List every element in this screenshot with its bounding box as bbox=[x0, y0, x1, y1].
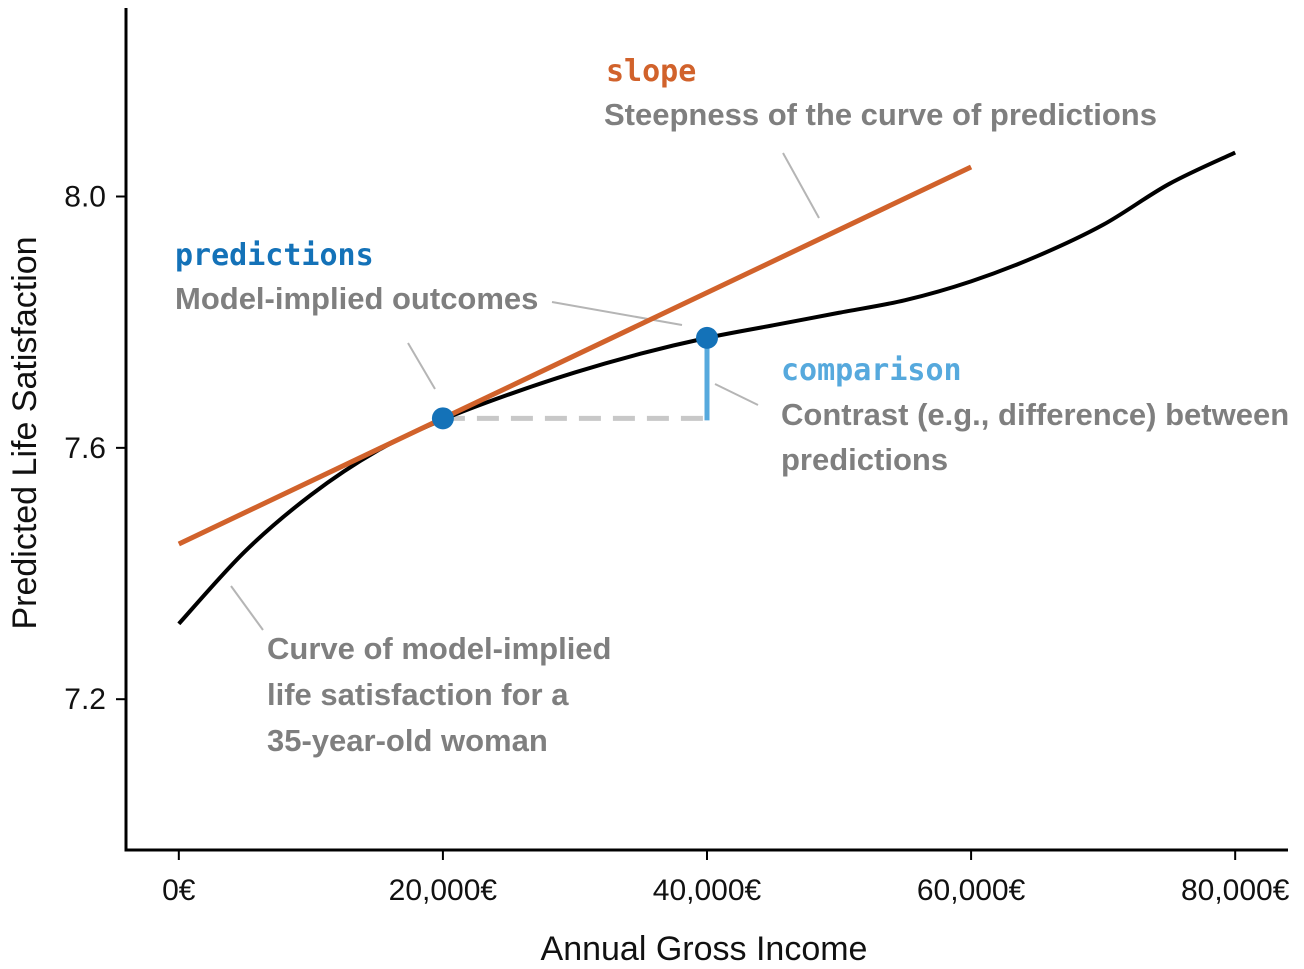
x-tick-label: 80,000€ bbox=[1181, 874, 1290, 907]
x-tick-label: 60,000€ bbox=[917, 874, 1026, 907]
y-tick-label: 7.6 bbox=[64, 432, 106, 465]
leader-lines bbox=[230, 152, 820, 631]
x-tick-label: 0€ bbox=[162, 874, 196, 907]
curve-description-line-2: life satisfaction for a bbox=[267, 677, 569, 712]
comparison-description-line-1: Contrast (e.g., difference) between bbox=[781, 397, 1289, 432]
prediction-20000-point bbox=[431, 407, 454, 430]
comparison-leader-line bbox=[714, 383, 759, 406]
curve-leader-line bbox=[230, 585, 264, 631]
prediction-points bbox=[431, 326, 718, 430]
predictions-leader-line bbox=[407, 342, 436, 390]
x-tick-label: 40,000€ bbox=[653, 874, 762, 907]
comparison-description-line-2: predictions bbox=[781, 442, 948, 477]
axis-ticks: 0€ 20,000€ 40,000€ 60,000€ 80,000€ 7.2 7.6 8.0 bbox=[64, 181, 1289, 907]
comparison-title: comparison bbox=[781, 353, 962, 388]
predictions-title: predictions bbox=[175, 238, 374, 273]
predictions-description: Model-implied outcomes bbox=[175, 281, 538, 316]
y-tick-label: 8.0 bbox=[64, 181, 106, 214]
predictions-leader-line-2 bbox=[551, 301, 683, 326]
slope-line bbox=[177, 164, 973, 547]
prediction-40000-point bbox=[696, 326, 718, 349]
slope-leader-line bbox=[782, 152, 820, 219]
curve-description-line-1: Curve of model-implied bbox=[267, 631, 611, 666]
x-tick-label: 20,000€ bbox=[389, 874, 498, 907]
curve-description-line-3: 35-year-old woman bbox=[267, 723, 548, 758]
y-tick-label: 7.2 bbox=[64, 683, 106, 716]
slope-title: slope bbox=[606, 54, 696, 89]
x-axis-title: Annual Gross Income bbox=[541, 930, 868, 968]
slope-description: Steepness of the curve of predictions bbox=[604, 97, 1157, 132]
y-axis-title: Predicted Life Satisfaction bbox=[6, 236, 44, 629]
